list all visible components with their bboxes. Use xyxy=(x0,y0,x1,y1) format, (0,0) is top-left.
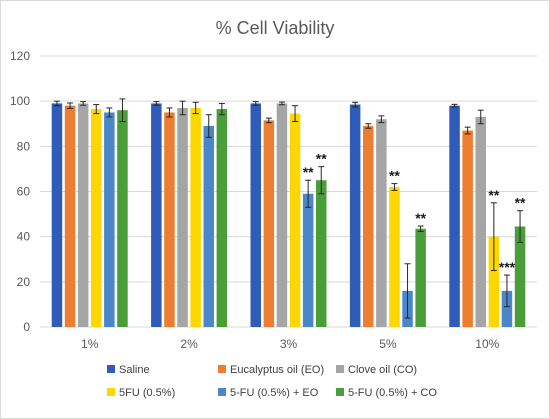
significance-marker: ** xyxy=(303,164,314,180)
legend-swatch xyxy=(107,365,115,373)
bar xyxy=(216,109,228,327)
significance-marker: *** xyxy=(499,259,516,275)
bar xyxy=(349,104,361,327)
bar xyxy=(316,180,327,327)
y-tick-label: 120 xyxy=(10,49,30,63)
bar xyxy=(462,130,473,327)
chart-title: % Cell Viability xyxy=(216,18,335,38)
legend-label: 5-FU (0.5%) + CO xyxy=(348,387,437,399)
bar xyxy=(91,109,102,327)
bars xyxy=(51,103,526,328)
bar xyxy=(164,112,175,327)
legend: Saline Eucalyptus oil (EO) Clove oil (CO) 5… xyxy=(107,364,437,399)
bar xyxy=(64,105,76,327)
y-tick-label: 20 xyxy=(17,275,31,289)
bar xyxy=(263,120,275,327)
y-tick-label: 40 xyxy=(17,230,31,244)
bar xyxy=(276,103,288,327)
legend-swatch xyxy=(336,365,344,373)
significance-annotations: *************** xyxy=(303,151,526,275)
y-tick-label: 0 xyxy=(23,320,30,334)
bar xyxy=(151,103,162,327)
bar xyxy=(104,112,115,327)
error-bars xyxy=(53,98,524,319)
bar xyxy=(488,236,500,327)
x-tick-label: 2% xyxy=(180,337,198,351)
bar xyxy=(289,113,301,328)
bar xyxy=(250,103,261,327)
bar xyxy=(302,193,314,327)
bar xyxy=(449,105,460,327)
legend-swatch xyxy=(107,388,115,396)
legend-label: 5-FU (0.5%) + EO xyxy=(230,387,319,399)
significance-marker: ** xyxy=(389,168,400,184)
x-tick-label: 3% xyxy=(280,337,298,351)
bar xyxy=(501,290,513,327)
y-tick-label: 100 xyxy=(10,94,30,108)
bar xyxy=(389,186,400,327)
legend-swatch xyxy=(218,388,226,396)
x-tick-label: 5% xyxy=(379,337,397,351)
bar xyxy=(77,103,89,327)
x-axis-ticks: 1% 2% 3% 5% 10% xyxy=(81,337,500,351)
y-tick-label: 60 xyxy=(17,185,31,199)
bar xyxy=(475,116,486,327)
bar xyxy=(514,226,526,327)
legend-label: Clove oil (CO) xyxy=(348,364,417,376)
legend-swatch xyxy=(218,365,226,373)
bar xyxy=(363,126,374,327)
legend-label: Eucalyptus oil (EO) xyxy=(230,364,324,376)
bar xyxy=(203,126,214,327)
x-tick-label: 10% xyxy=(475,337,499,351)
significance-marker: ** xyxy=(415,210,426,226)
y-tick-label: 80 xyxy=(17,139,31,153)
bar xyxy=(415,228,426,327)
significance-marker: ** xyxy=(488,187,499,203)
legend-swatch xyxy=(336,388,344,396)
legend-label: Saline xyxy=(119,364,150,376)
bar xyxy=(117,110,128,327)
y-axis-ticks: 0 20 40 60 80 100 120 xyxy=(10,49,30,334)
bar xyxy=(376,119,387,327)
significance-marker: ** xyxy=(515,195,526,211)
bar xyxy=(190,107,201,327)
legend-label: 5FU (0.5%) xyxy=(119,387,175,399)
significance-marker: ** xyxy=(316,151,327,167)
bar xyxy=(177,107,188,327)
x-tick-label: 1% xyxy=(81,337,99,351)
bar xyxy=(51,103,63,327)
